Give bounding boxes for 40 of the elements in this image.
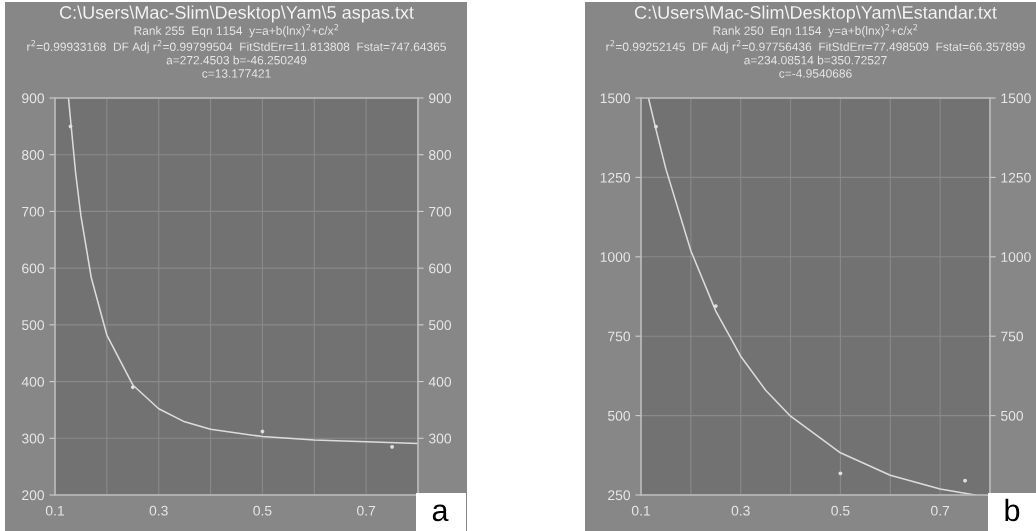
x-tick-label: 0.7 <box>931 505 950 516</box>
y-tick-label: 900 <box>22 93 45 104</box>
chart-title: C:\Users\Mac-Slim\Desktop\Yam\Estandar.txt <box>634 5 997 23</box>
text: a <box>432 504 449 522</box>
y2-tick-label: 600 <box>429 263 452 274</box>
y-tick-label: 250 <box>608 490 631 501</box>
y-tick-label: 600 <box>22 263 45 274</box>
x-tick-label: 0.3 <box>731 505 750 516</box>
y-tick-label: 1000 <box>600 252 631 262</box>
text: Rank 255 Eqn 1154 y=a+b(lnx)$^{2}$+c/x$^{2}$ r$^{2}$=0.99933168 DF Adj r$^{2}$=0.99799504 FitStdErr=11.813808 Fstat=747.64365 a=272.4503 b=-46.250249 c=13.177421 <box>27 24 446 78</box>
x-tick-label: 0.1 <box>45 505 64 516</box>
y2-tick-label: 750 <box>1001 331 1024 342</box>
x-tick-label: 0.7 <box>357 505 376 516</box>
y2-tick-label: 500 <box>1000 410 1024 421</box>
y2-tick-label: 1500 <box>1001 93 1031 104</box>
y-tick-label: 500 <box>21 320 45 331</box>
x-tick-label: 0.3 <box>149 505 168 516</box>
text: Rank 250 Eqn 1154 y=a+b(lnx)$^{2}$+c/x$^{2}$ r$^{2}$=0.99252145 DF Adj r$^{2}$=0.97756436 FitStdErr=77.498509 Fstat=66.357899 a=234.08514 b=350.72527 c=-4.9540686 <box>606 24 1025 78</box>
y-tick-label: 1500 <box>600 93 631 104</box>
text: b <box>1005 498 1020 522</box>
y2-tick-label: 700 <box>429 206 452 217</box>
y-tick-label: 750 <box>608 331 631 342</box>
y2-tick-label: 900 <box>429 93 452 104</box>
y2-tick-label: 500 <box>428 320 452 331</box>
y2-tick-label: 400 <box>428 376 452 387</box>
y-tick-label: 500 <box>607 410 631 421</box>
x-tick-label: 0.5 <box>831 505 850 516</box>
y2-tick-label: 300 <box>428 433 452 444</box>
y2-tick-label: 1250 <box>1001 172 1031 183</box>
y-tick-label: 800 <box>22 150 45 160</box>
y2-tick-label: 1000 <box>1001 252 1031 262</box>
y-tick-label: 300 <box>21 433 45 444</box>
y-tick-label: 700 <box>22 206 45 217</box>
y-tick-label: 400 <box>21 376 45 387</box>
y2-tick-label: 800 <box>429 150 452 160</box>
chart-title: C:\Users\Mac-Slim\Desktop\Yam\5 aspas.txt <box>59 5 414 23</box>
y-tick-label: 200 <box>22 490 45 501</box>
y-tick-label: 1250 <box>600 172 631 183</box>
x-tick-label: 0.5 <box>253 505 272 516</box>
x-tick-label: 0.1 <box>631 505 650 516</box>
